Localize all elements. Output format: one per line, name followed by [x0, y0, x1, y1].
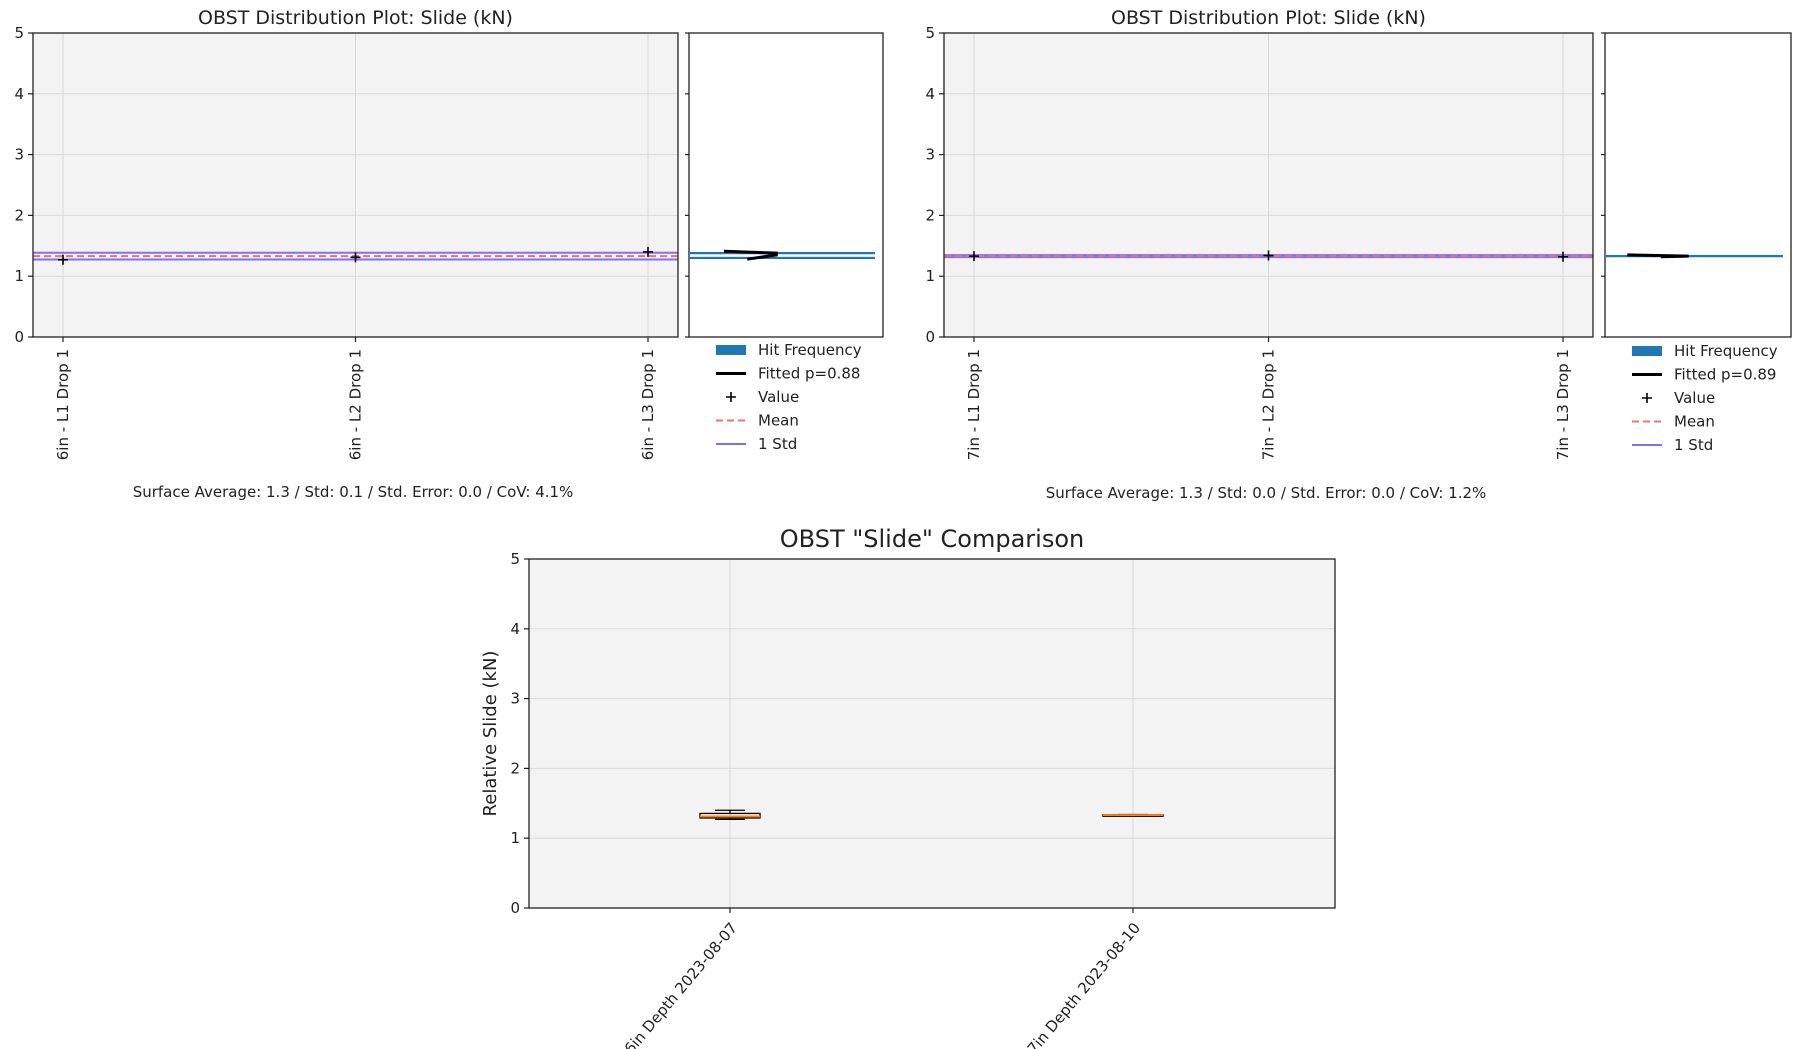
x-tick-label: 7in Depth 2023-08-10 — [1024, 919, 1144, 1049]
legend-label: Hit Frequency — [758, 341, 862, 359]
legend-label: 1 Std — [758, 435, 797, 453]
distribution-plot-7in: 0 1 2 3 4 5 7in - L1 Drop 1 7in - L2 Drop 1 7in … — [925, 7, 1792, 502]
y-tick-label: 0 — [925, 328, 935, 346]
legend-label: Value — [758, 388, 799, 406]
legend-label: Hit Frequency — [1674, 342, 1778, 360]
x-tick-label: 6in Depth 2023-08-07 — [621, 919, 741, 1049]
legend-label: Fitted p=0.89 — [1674, 366, 1776, 384]
y-tick-label: 2 — [14, 206, 24, 224]
x-tick-label: 6in - L3 Drop 1 — [639, 349, 657, 460]
chart-title: OBST "Slide" Comparison — [780, 525, 1084, 553]
y-tick-label: 5 — [510, 550, 520, 568]
histogram-frame — [688, 32, 884, 338]
fitted-curve — [723, 249, 778, 261]
y-tick-label: 5 — [14, 24, 24, 42]
summary-stats: Surface Average: 1.3 / Std: 0.1 / Std. E… — [133, 483, 574, 501]
x-tick-label: 6in - L1 Drop 1 — [54, 349, 72, 460]
legend-label: 1 Std — [1674, 436, 1713, 454]
fitted-curve — [1627, 253, 1689, 259]
chart-title: OBST Distribution Plot: Slide (kN) — [198, 7, 513, 29]
y-tick-label: 0 — [510, 899, 520, 917]
chart-title: OBST Distribution Plot: Slide (kN) — [1111, 7, 1426, 29]
legend-label: Value — [1674, 389, 1715, 407]
y-tick-label: 1 — [14, 267, 24, 285]
y-tick-label: 5 — [925, 24, 935, 42]
y-tick-label: 2 — [510, 759, 520, 777]
y-tick-label: 3 — [510, 690, 520, 708]
legend-swatch-hit-frequency — [1632, 346, 1662, 356]
value-marker — [1558, 251, 1568, 262]
legend-swatch-value — [1642, 393, 1652, 403]
legend-label: Mean — [758, 412, 799, 430]
x-tick-label: 7in - L1 Drop 1 — [965, 349, 983, 460]
y-tick-label: 4 — [925, 85, 935, 103]
y-tick-label: 1 — [925, 267, 935, 285]
histogram-frame — [1604, 32, 1792, 338]
value-marker — [350, 252, 361, 263]
value-marker — [969, 251, 979, 262]
y-tick-label: 0 — [14, 328, 24, 346]
y-tick-label: 4 — [14, 85, 24, 103]
value-marker — [58, 254, 68, 265]
y-tick-label: 3 — [14, 146, 24, 164]
y-tick-label: 3 — [925, 146, 935, 164]
y-tick-label: 2 — [925, 206, 935, 224]
x-tick-label: 7in - L3 Drop 1 — [1554, 349, 1572, 460]
y-axis-label: Relative Slide (kN) — [480, 651, 501, 817]
legend-label: Mean — [1674, 413, 1715, 431]
legend-swatch-value — [726, 392, 736, 402]
value-marker — [1263, 250, 1274, 261]
legend-label: Fitted p=0.88 — [758, 365, 860, 383]
y-tick-label: 4 — [510, 620, 520, 638]
x-tick-label: 6in - L2 Drop 1 — [347, 349, 365, 460]
x-tick-label: 7in - L2 Drop 1 — [1260, 349, 1278, 460]
value-marker — [643, 246, 653, 257]
distribution-plot-6in: 0 1 2 3 4 5 6in - L1 Drop 1 6in - L2 Drop 1 6in … — [14, 7, 884, 501]
plot-area — [529, 559, 1335, 908]
comparison-boxplot: 0 1 2 3 4 5 6in Depth 2023-08-07 7in Depth 2023… — [480, 525, 1336, 1049]
summary-stats: Surface Average: 1.3 / Std: 0.0 / Std. E… — [1046, 484, 1487, 502]
y-tick-label: 1 — [510, 829, 520, 847]
plot-frame — [528, 558, 1336, 909]
legend-swatch-hit-frequency — [716, 345, 746, 355]
